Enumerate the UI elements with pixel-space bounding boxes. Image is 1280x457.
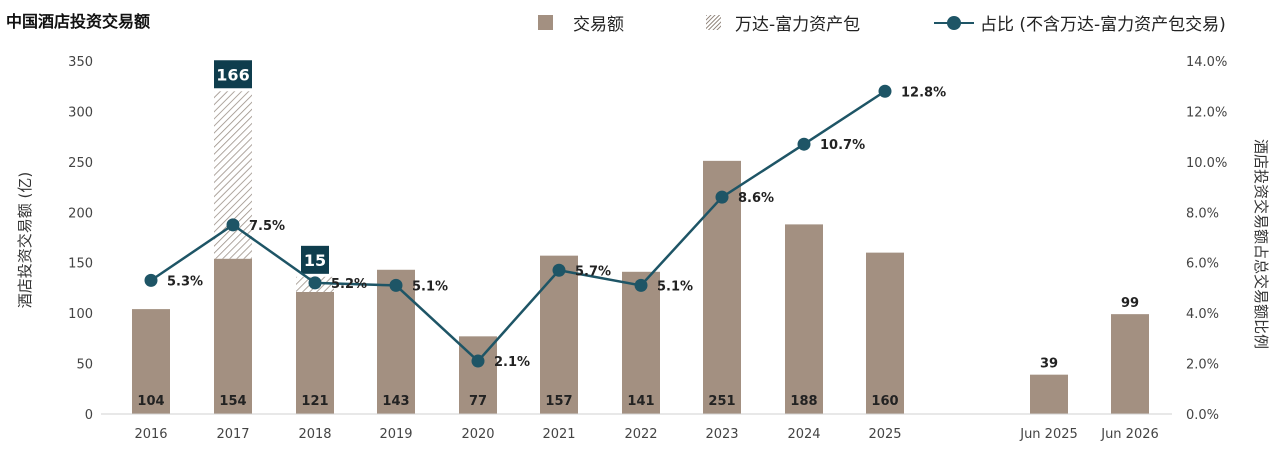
wanda-value-label: 15 (304, 251, 326, 270)
bar-value-label: 154 (219, 394, 246, 409)
x-tick-label: 2016 (134, 427, 167, 442)
bar-value-label: 77 (469, 394, 487, 409)
y2-tick-label: 2.0% (1186, 358, 1219, 373)
ratio-value-label: 2.1% (494, 355, 530, 370)
bar-transaction (866, 252, 904, 414)
ratio-value-label: 5.1% (657, 279, 693, 294)
bar-transaction (622, 271, 660, 414)
ratio-point (389, 278, 403, 292)
x-tick-label: Jun 2025 (1019, 427, 1078, 442)
bar-transaction (785, 224, 823, 414)
bar-value-label: 141 (627, 394, 654, 409)
legend-label-transaction: 交易额 (573, 15, 624, 35)
ratio-value-label: 10.7% (820, 138, 865, 153)
bar-value-label: 188 (790, 394, 817, 409)
x-tick-label: Jun 2026 (1100, 427, 1159, 442)
y-tick-label: 50 (76, 358, 93, 373)
y2-tick-label: 8.0% (1186, 206, 1219, 221)
ratio-point (552, 263, 566, 277)
x-tick-label: 2020 (461, 427, 494, 442)
bar-transaction (377, 269, 415, 414)
ratio-value-label: 7.5% (249, 219, 285, 234)
bar-value-label: 251 (708, 394, 735, 409)
y-tick-label: 250 (68, 156, 93, 171)
x-tick-label: 2017 (216, 427, 249, 442)
ratio-point (308, 276, 322, 290)
x-tick-label: 2022 (624, 427, 657, 442)
ratio-value-label: 5.7% (575, 264, 611, 279)
ratio-value-label: 8.6% (738, 191, 774, 206)
ratio-point (226, 218, 240, 232)
ratio-point (715, 190, 729, 204)
chart-title: 中国酒店投资交易额 (6, 12, 151, 31)
bar-value-label: 157 (545, 394, 572, 409)
y-axis-title: 酒店投资交易额 (亿) (16, 172, 34, 308)
y2-tick-label: 0.0% (1186, 408, 1219, 423)
wanda-value-label: 166 (216, 65, 249, 84)
x-tick-label: 2018 (298, 427, 331, 442)
y2-tick-label: 14.0% (1186, 55, 1227, 70)
ratio-value-label: 12.8% (901, 85, 946, 100)
legend-item-transaction: 交易额 (538, 10, 624, 35)
bar-value-label: 99 (1121, 296, 1139, 311)
y2-tick-label: 4.0% (1186, 307, 1219, 322)
ratio-point (634, 278, 648, 292)
ratio-value-label: 5.3% (167, 274, 203, 289)
y-tick-label: 150 (68, 257, 93, 272)
y2-axis-title: 酒店投资交易额占总交易额比例 (1252, 139, 1270, 349)
bar-transaction (1111, 314, 1149, 414)
y2-tick-label: 6.0% (1186, 257, 1219, 272)
ratio-point (144, 273, 158, 287)
y2-tick-label: 10.0% (1186, 156, 1227, 171)
y-tick-label: 200 (68, 206, 93, 221)
bar-transaction (132, 309, 170, 414)
legend-swatch-transaction (538, 15, 553, 30)
y2-tick-label: 12.0% (1186, 105, 1227, 120)
y-tick-label: 100 (68, 307, 93, 322)
x-tick-label: 2023 (705, 427, 738, 442)
bar-transaction (214, 258, 252, 414)
ratio-point (471, 354, 485, 368)
ratio-line (150, 90, 886, 363)
y-tick-label: 0 (85, 408, 93, 423)
legend-swatch-wanda (706, 15, 721, 30)
x-tick-label: 2021 (542, 427, 575, 442)
bar-value-label: 143 (382, 394, 409, 409)
legend-label-wanda: 万达-富力资产包 (735, 15, 861, 35)
ratio-value-label: 5.1% (412, 279, 448, 294)
x-tick-label: 2025 (868, 427, 901, 442)
y-tick-label: 350 (68, 55, 93, 70)
wanda-value-box (214, 60, 252, 89)
bar-value-label: 121 (301, 394, 328, 409)
bar-value-label: 39 (1040, 357, 1058, 372)
wanda-value-box (301, 245, 329, 274)
legend-item-ratio: 占比 (不含万达-富力资产包交易) (934, 10, 1226, 35)
ratio-point (797, 137, 811, 151)
legend-swatch-ratio (934, 15, 974, 30)
bar-transaction (540, 255, 578, 414)
x-tick-label: 2019 (379, 427, 412, 442)
legend-item-wanda: 万达-富力资产包 (706, 10, 860, 35)
ratio-point (878, 84, 892, 98)
legend-label-ratio: 占比 (不含万达-富力资产包交易) (980, 15, 1226, 35)
bar-value-label: 160 (871, 394, 898, 409)
y-tick-label: 300 (68, 105, 93, 120)
x-tick-label: 2024 (787, 427, 820, 442)
bar-transaction (296, 291, 334, 414)
bar-value-label: 104 (137, 394, 164, 409)
ratio-value-label: 5.2% (331, 277, 367, 292)
bar-transaction (1030, 374, 1068, 414)
